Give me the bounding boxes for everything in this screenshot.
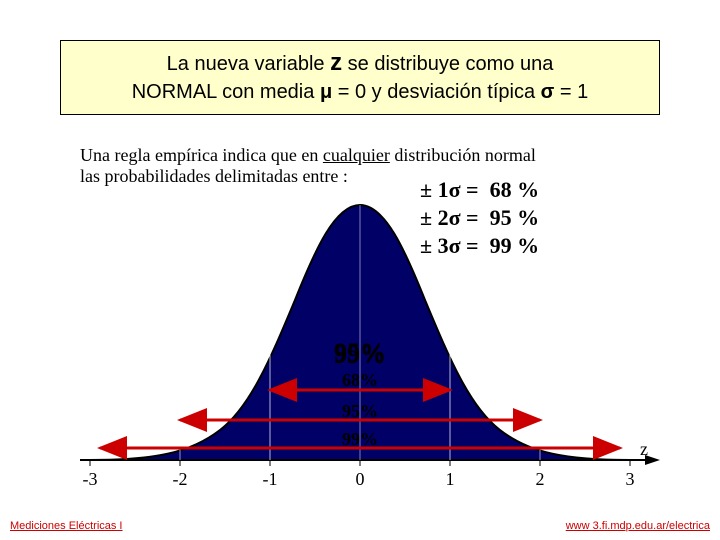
- rule-text: distribución normal: [390, 145, 536, 165]
- band-label-95: 95%: [342, 401, 378, 422]
- rule-text: las probabilidades delimitadas entre :: [80, 166, 348, 186]
- title-text: = 0: [332, 81, 371, 103]
- center-percent-99: 99%: [334, 340, 386, 370]
- xtick: 0: [356, 469, 365, 490]
- z-symbol: z: [330, 49, 342, 76]
- title-line-2: NORMAL con media μ = 0 y desviación típi…: [73, 81, 647, 104]
- band-label-68: 68%: [342, 370, 378, 391]
- xtick: -1: [263, 469, 278, 490]
- footer-right[interactable]: www 3.fi.mdp.edu.ar/electrica: [566, 520, 710, 532]
- title-text: se distribuye como una: [342, 53, 553, 75]
- title-text: y desviación típica: [372, 81, 541, 103]
- title-text: La nueva variable: [167, 53, 330, 75]
- rule-underline: cualquier: [323, 145, 390, 165]
- sigma-symbol: σ: [541, 81, 555, 103]
- xtick: -3: [83, 469, 98, 490]
- z-axis-label: z: [640, 439, 648, 460]
- title-box: La nueva variable z se distribuye como u…: [60, 40, 660, 115]
- mu-symbol: μ: [320, 81, 332, 103]
- title-line-1: La nueva variable z se distribuye como u…: [73, 49, 647, 77]
- xtick: 2: [536, 469, 545, 490]
- xtick: 1: [446, 469, 455, 490]
- xtick: -2: [173, 469, 188, 490]
- title-text: = 1: [554, 81, 588, 103]
- rule-text: Una regla empírica indica que en: [80, 145, 323, 165]
- title-text: NORMAL con media: [132, 81, 320, 103]
- empirical-rule-text: Una regla empírica indica que en cualqui…: [80, 145, 640, 186]
- xtick: 3: [626, 469, 635, 490]
- footer-left[interactable]: Mediciones Eléctricas I: [10, 520, 123, 532]
- band-label-99: 99%: [342, 429, 378, 450]
- normal-chart: 95% 99% 68% 95% 99% -3 -2 -1 0 1 2 3 z: [60, 185, 660, 505]
- slide: La nueva variable z se distribuye como u…: [0, 0, 720, 540]
